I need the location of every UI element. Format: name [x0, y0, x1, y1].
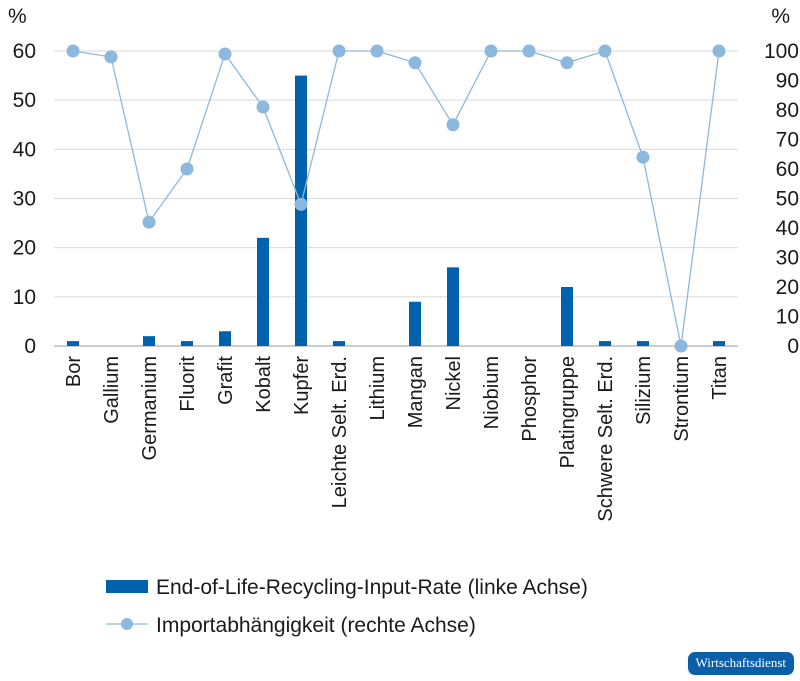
category-label: Fluorit — [177, 356, 199, 412]
right-tick-label: 20 — [776, 276, 799, 299]
category-label: Strontium — [671, 356, 693, 442]
right-tick-label: 10 — [776, 306, 799, 329]
line-point — [180, 162, 194, 176]
category-label: Kobalt — [253, 356, 275, 413]
right-tick-label: 60 — [776, 158, 799, 181]
right-tick-label: 100 — [764, 40, 799, 63]
bar — [447, 267, 459, 346]
right-axis-unit: % — [771, 5, 790, 28]
left-tick-label: 30 — [13, 188, 36, 211]
bar — [143, 336, 155, 346]
right-tick-label: 40 — [776, 217, 799, 240]
category-label: Niobium — [481, 356, 503, 429]
line-point — [712, 44, 726, 58]
category-label: Bor — [63, 356, 85, 387]
line-point — [294, 197, 308, 211]
gridlines — [54, 50, 738, 347]
line-point — [560, 56, 574, 70]
bar — [333, 341, 345, 346]
category-label: Leichte Selt. Erd. — [329, 356, 351, 508]
left-axis: 0 10 20 30 40 50 60% — [8, 5, 36, 358]
line-point — [408, 56, 422, 70]
import-dependency-line — [72, 50, 720, 347]
right-tick-label: 80 — [776, 99, 799, 122]
category-label: Platingruppe — [557, 356, 579, 468]
line-point — [218, 47, 232, 61]
line-point — [142, 215, 156, 229]
legend-bar-swatch — [106, 580, 148, 593]
bar — [409, 301, 421, 346]
line-point — [370, 44, 384, 58]
line-point — [636, 150, 650, 164]
line-point — [446, 118, 460, 132]
line-point — [256, 100, 270, 114]
left-tick-label: 40 — [13, 138, 36, 161]
category-labels: Bor Gallium Germanium Fluorit Grafit Kobalt Ku… — [63, 356, 731, 522]
bar — [713, 341, 725, 346]
category-label: Schwere Selt. Erd. — [595, 356, 617, 522]
category-label: Kupfer — [291, 356, 313, 415]
left-axis-unit: % — [8, 5, 27, 28]
left-tick-label: 20 — [13, 237, 36, 260]
right-tick-label: 50 — [776, 188, 799, 211]
legend: End-of-Life-Recycling-Input-Rate (linke … — [106, 576, 588, 637]
category-label: Germanium — [139, 356, 161, 460]
bar — [561, 287, 573, 346]
right-tick-label: 90 — [776, 70, 799, 93]
line-point — [598, 44, 612, 58]
bar — [599, 341, 611, 346]
category-label: Lithium — [367, 356, 389, 420]
bar — [257, 237, 269, 346]
line-point — [332, 44, 346, 58]
right-axis: 0 10 20 30 40 50 60 70 80 90 100% — [764, 5, 799, 358]
bar — [637, 341, 649, 346]
category-label: Titan — [709, 356, 731, 400]
right-tick-label: 30 — [776, 247, 799, 270]
right-tick-label: 70 — [776, 129, 799, 152]
left-tick-label: 10 — [13, 286, 36, 309]
line-point — [674, 339, 688, 353]
right-tick-label: 0 — [787, 335, 799, 358]
category-label: Phosphor — [519, 356, 541, 442]
line-point — [522, 44, 536, 58]
legend-line-label: Importabhängigkeit (rechte Achse) — [156, 614, 476, 637]
category-label: Silizium — [633, 356, 655, 425]
bar — [219, 331, 231, 346]
left-tick-label: 0 — [24, 335, 36, 358]
bar-series — [67, 75, 725, 346]
legend-bar-label: End-of-Life-Recycling-Input-Rate (linke … — [156, 576, 588, 599]
category-label: Nickel — [443, 356, 465, 410]
line-point — [484, 44, 498, 58]
bar — [181, 341, 193, 346]
left-tick-label: 60 — [13, 40, 36, 63]
category-label: Mangan — [405, 356, 427, 428]
line-series — [66, 44, 726, 353]
category-label: Gallium — [101, 356, 123, 424]
left-tick-label: 50 — [13, 89, 36, 112]
legend-line-marker — [121, 618, 133, 630]
category-label: Grafit — [215, 356, 237, 405]
line-point — [66, 44, 80, 58]
publisher-badge: Wirtschaftsdienst — [687, 652, 794, 675]
line-point — [104, 50, 118, 64]
bar — [67, 341, 79, 346]
